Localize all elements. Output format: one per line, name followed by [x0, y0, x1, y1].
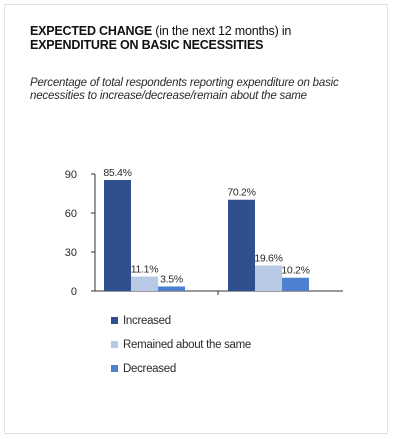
- data-label: 19.6%: [254, 253, 282, 265]
- chart-legend: Increased Remained about the same Decrease…: [111, 313, 251, 385]
- y-tick-label: 90: [65, 169, 77, 181]
- legend-swatch: [111, 365, 118, 372]
- data-label: 70.2%: [227, 187, 255, 199]
- data-label: 10.2%: [281, 265, 309, 277]
- legend-label: Decreased: [123, 363, 176, 375]
- legend-label: Increased: [123, 315, 171, 327]
- legend-item: Remained about the same: [111, 337, 251, 352]
- legend-swatch: [111, 317, 118, 324]
- legend-swatch: [111, 341, 118, 348]
- legend-item: Decreased: [111, 361, 251, 376]
- data-label: 85.4%: [103, 167, 131, 179]
- legend-label: Remained about the same: [123, 339, 251, 351]
- y-tick-label: 0: [71, 286, 77, 298]
- bar-remained-about-the-same-1: [131, 277, 158, 291]
- bar-decreased-2: [282, 278, 309, 291]
- bar-increased-2: [228, 200, 255, 291]
- bar-increased-1: [104, 180, 131, 291]
- data-label: 3.5%: [160, 273, 183, 285]
- data-label: 11.1%: [131, 264, 159, 276]
- legend-item: Increased: [111, 313, 251, 328]
- bar-decreased-1: [158, 286, 185, 291]
- y-tick-label: 60: [65, 208, 77, 220]
- y-tick-label: 30: [65, 247, 77, 259]
- bar-remained-about-the-same-2: [255, 266, 282, 291]
